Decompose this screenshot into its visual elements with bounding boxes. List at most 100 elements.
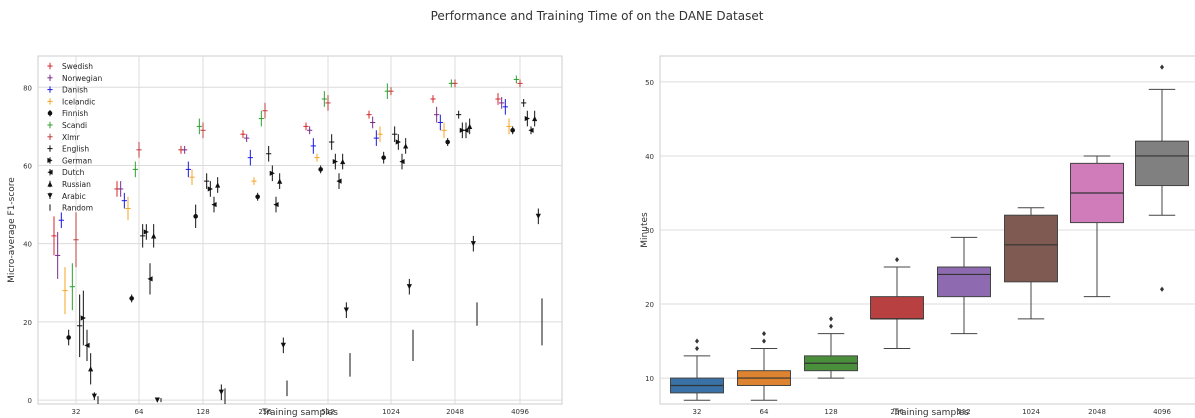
f1-marker — [88, 366, 94, 372]
f1-marker — [47, 181, 53, 187]
f1-legend: Swedish Norwegian Danish Icelandic Finnish Sc… — [47, 62, 102, 213]
f1-marker — [395, 139, 401, 145]
time-box-1024 — [1004, 207, 1058, 320]
time-box-2048 — [1070, 155, 1124, 298]
time-box-512 — [937, 236, 991, 335]
f1-series-russian — [88, 110, 538, 385]
f1-marker — [524, 115, 530, 122]
figure-title: Performance and Training Time of on the … — [431, 9, 764, 23]
f1-legend-item-german: German — [47, 156, 92, 165]
time-box-32 — [670, 338, 724, 401]
f1-marker — [336, 178, 342, 184]
f1-marker — [273, 201, 279, 208]
f1-x-tick-label: 512 — [321, 408, 334, 416]
f1-legend-label: Swedish — [62, 62, 93, 71]
f1-legend-item-scandi: Scandi — [47, 121, 87, 130]
f1-marker — [277, 178, 283, 184]
f1-y-tick-label: 40 — [23, 241, 32, 249]
f1-marker — [47, 169, 53, 175]
f1-legend-item-arabic: Arabic — [47, 192, 86, 201]
f1-series-random — [97, 298, 543, 404]
time-box-256 — [870, 257, 924, 349]
time-x-tick-label: 128 — [824, 408, 837, 416]
f1-legend-label: English — [62, 145, 89, 154]
f1-y-tick-label: 20 — [23, 319, 32, 327]
f1-marker — [381, 155, 386, 160]
training-time-chart: 10 20 30 40 50 32 64 128 256 512 1024 2048 4096 Tra… — [640, 55, 1195, 418]
f1-x-tick-label: 1024 — [382, 408, 400, 416]
f1-legend-label: Scandi — [62, 121, 87, 130]
time-outlier — [1160, 64, 1164, 70]
f1-marker — [459, 127, 465, 133]
time-x-tick-label: 512 — [957, 408, 970, 416]
f1-legend-item-russian: Russian — [47, 180, 91, 189]
f1-series-danish — [58, 99, 508, 229]
f1-marker — [151, 233, 157, 239]
f1-marker — [445, 139, 450, 145]
f1-series-arabic — [91, 208, 541, 403]
f1-marker — [510, 127, 515, 133]
time-outlier — [762, 338, 766, 344]
f1-x-tick-label: 4096 — [511, 408, 529, 416]
f1-marker — [535, 213, 541, 219]
f1-marker — [532, 115, 538, 122]
time-boxes — [670, 64, 1189, 401]
f1-marker — [80, 315, 86, 321]
f1-legend-label: Russian — [62, 180, 91, 189]
f1-series-scandi — [69, 75, 519, 311]
time-x-tick-label: 32 — [693, 408, 702, 416]
f1-marker — [340, 158, 346, 165]
f1-marker — [399, 158, 405, 165]
f1-legend-item-xlmr: Xlmr — [47, 133, 81, 142]
f1-plot-area — [37, 55, 563, 405]
f1-marker — [47, 157, 53, 163]
f1-legend-label: Finnish — [62, 109, 88, 118]
f1-marker — [343, 307, 349, 313]
time-box-body — [937, 266, 991, 298]
time-gridlines — [660, 81, 1195, 379]
time-outlier — [829, 323, 833, 329]
f1-y-tick-label: 0 — [28, 397, 32, 405]
time-outlier — [762, 331, 766, 337]
f1-marker — [215, 182, 221, 188]
f1-legend-item-swedish: Swedish — [47, 62, 93, 71]
f1-marker — [470, 241, 476, 247]
time-y-tick-label: 10 — [645, 375, 654, 383]
f1-legend-item-random: Random — [49, 204, 93, 213]
f1-series-german — [80, 110, 530, 346]
time-box-4096 — [1135, 64, 1189, 292]
f1-legend-item-dutch: Dutch — [47, 168, 85, 177]
f1-legend-label: Xlmr — [62, 133, 81, 142]
f1-marker — [463, 127, 469, 133]
time-x-tick-label: 2048 — [1088, 408, 1106, 416]
time-box-body — [1004, 214, 1058, 283]
time-outlier — [829, 316, 833, 322]
f1-series-english — [77, 99, 527, 358]
time-x-axis-label: Training samples — [892, 408, 969, 418]
time-box-body — [1135, 140, 1189, 187]
f1-x-tick-label: 2048 — [446, 408, 464, 416]
time-x-tick-label: 256 — [890, 408, 904, 416]
f1-marker — [403, 143, 409, 149]
time-outlier — [695, 345, 699, 352]
time-outlier — [1160, 286, 1164, 292]
f1-legend-label: Random — [62, 204, 93, 213]
f1-series-norwegian — [55, 97, 505, 279]
f1-x-tick-label: 64 — [135, 408, 144, 416]
f1-legend-label: Norwegian — [62, 74, 102, 83]
f1-marker — [47, 110, 53, 116]
time-y-tick-label: 20 — [645, 301, 654, 309]
f1-marker — [318, 167, 323, 172]
f1-marker — [207, 186, 213, 192]
f1-y-tick-label: 60 — [23, 162, 32, 170]
f1-data-points — [51, 75, 543, 404]
f1-series-xlmr — [73, 79, 523, 268]
f1-marker — [255, 194, 260, 200]
f1-marker — [467, 123, 473, 129]
f1-x-axis-label: Training samples — [261, 408, 338, 418]
f1-score-chart: 0 20 40 60 80 32 64 128 256 512 1024 2048 4096 Swed… — [7, 55, 563, 418]
f1-marker — [332, 158, 338, 165]
f1-series-dutch — [84, 122, 534, 361]
f1-y-tick-label: 80 — [23, 84, 32, 92]
